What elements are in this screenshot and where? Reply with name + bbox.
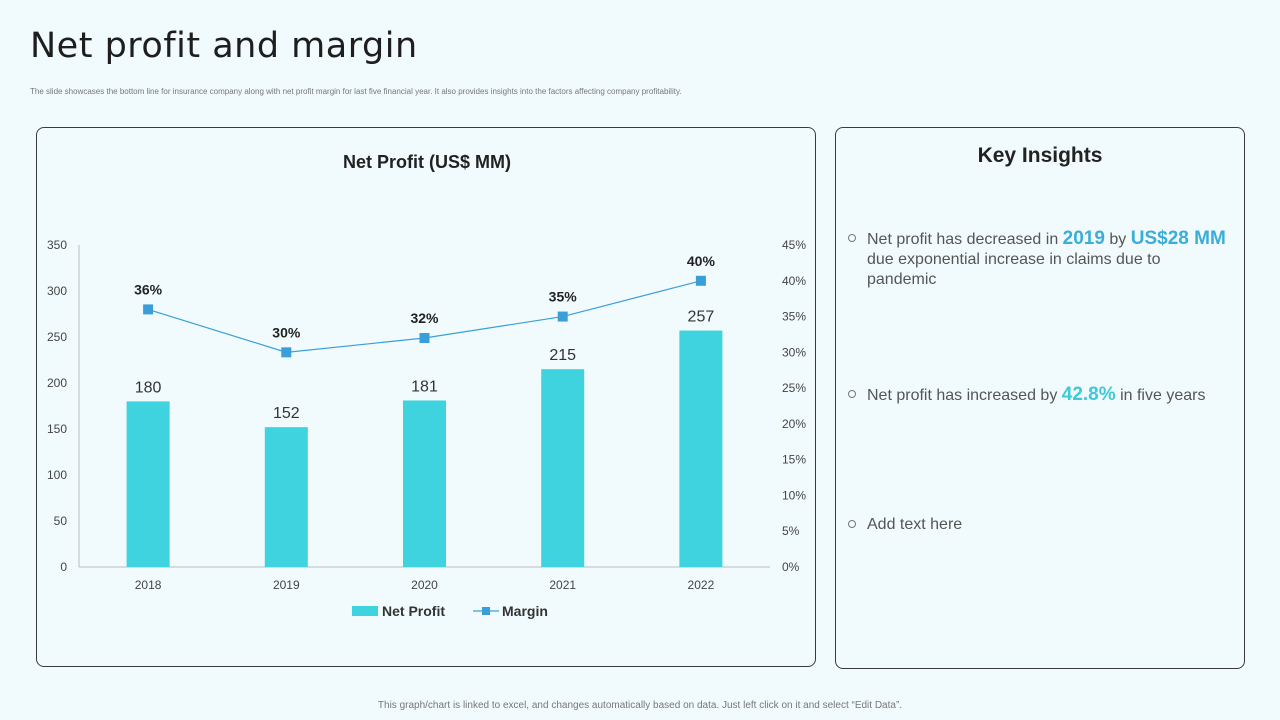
- bar: [126, 401, 170, 567]
- y-tick-label: 50: [54, 514, 68, 528]
- y-tick-label: 300: [47, 284, 67, 298]
- y-tick-label: 0: [60, 560, 67, 574]
- y2-tick-label: 20%: [782, 417, 806, 431]
- insight-text-1: Net profit has decreased in 2019 by US$2…: [867, 228, 1226, 289]
- margin-point: [695, 275, 706, 286]
- insight-text-3[interactable]: Add text here: [867, 516, 963, 533]
- bar-value-label: 152: [273, 405, 300, 422]
- circle-bullet-icon: [848, 234, 856, 242]
- circle-bullet-icon: [848, 520, 856, 528]
- margin-point: [281, 347, 292, 358]
- circle-bullet-icon: [848, 390, 856, 398]
- bar: [403, 400, 446, 567]
- margin-point: [419, 333, 430, 344]
- y-tick-label: 150: [47, 422, 67, 436]
- page-subtitle: The slide showcases the bottom line for …: [30, 87, 682, 96]
- insight-item-3[interactable]: Add text here: [848, 515, 1233, 535]
- y-tick-label: 250: [47, 330, 67, 344]
- legend-line-marker: [482, 607, 490, 615]
- bar-value-label: 215: [549, 347, 576, 364]
- bar-value-label: 181: [411, 378, 438, 395]
- x-tick-label: 2018: [135, 578, 162, 592]
- bar-value-label: 180: [135, 379, 162, 396]
- bar: [541, 369, 585, 567]
- x-tick-label: 2022: [688, 578, 715, 592]
- y2-tick-label: 30%: [782, 345, 806, 359]
- margin-value-label: 35%: [549, 289, 578, 305]
- insights-panel: Key Insights Net profit has decreased in…: [835, 127, 1245, 669]
- y-tick-label: 100: [47, 468, 67, 482]
- insight-item-2: Net profit has increased by 42.8% in fiv…: [848, 385, 1233, 406]
- footer-note: This graph/chart is linked to excel, and…: [377, 700, 903, 711]
- bar-value-label: 257: [688, 309, 715, 326]
- legend-margin-label: Margin: [502, 603, 548, 619]
- insight-text-2: Net profit has increased by 42.8% in fiv…: [867, 384, 1206, 405]
- chart-title: Net Profit (US$ MM): [343, 152, 511, 172]
- y-tick-label: 200: [47, 376, 67, 390]
- y2-tick-label: 0%: [782, 560, 800, 574]
- y2-tick-label: 5%: [782, 524, 800, 538]
- margin-point: [143, 304, 154, 315]
- x-tick-label: 2021: [549, 578, 576, 592]
- y2-tick-label: 15%: [782, 453, 806, 467]
- y-tick-label: 350: [47, 238, 67, 252]
- bar: [264, 427, 308, 567]
- net-profit-chart[interactable]: Net Profit (US$ MM) 0 50 100 150 200 250 300 350…: [37, 128, 817, 668]
- legend-net-profit-label: Net Profit: [382, 603, 445, 619]
- insight-item-1: Net profit has decreased in 2019 by US$2…: [848, 229, 1233, 290]
- bar: [679, 330, 723, 567]
- y2-tick-label: 40%: [782, 274, 806, 288]
- y2-tick-label: 45%: [782, 238, 806, 252]
- chart-panel[interactable]: Net Profit (US$ MM) 0 50 100 150 200 250 300 350…: [36, 127, 816, 667]
- x-tick-label: 2020: [411, 578, 438, 592]
- page-title: Net profit and margin: [30, 26, 418, 66]
- y2-tick-label: 25%: [782, 381, 806, 395]
- margin-value-label: 40%: [687, 253, 716, 269]
- legend-bar-swatch: [352, 606, 378, 616]
- margin-value-label: 36%: [134, 281, 163, 297]
- insights-title: Key Insights: [977, 144, 1103, 167]
- margin-value-label: 32%: [410, 310, 439, 326]
- y2-tick-label: 35%: [782, 310, 806, 324]
- margin-value-label: 30%: [272, 324, 301, 340]
- margin-point: [557, 311, 568, 322]
- x-tick-label: 2019: [273, 578, 300, 592]
- y2-tick-label: 10%: [782, 488, 806, 502]
